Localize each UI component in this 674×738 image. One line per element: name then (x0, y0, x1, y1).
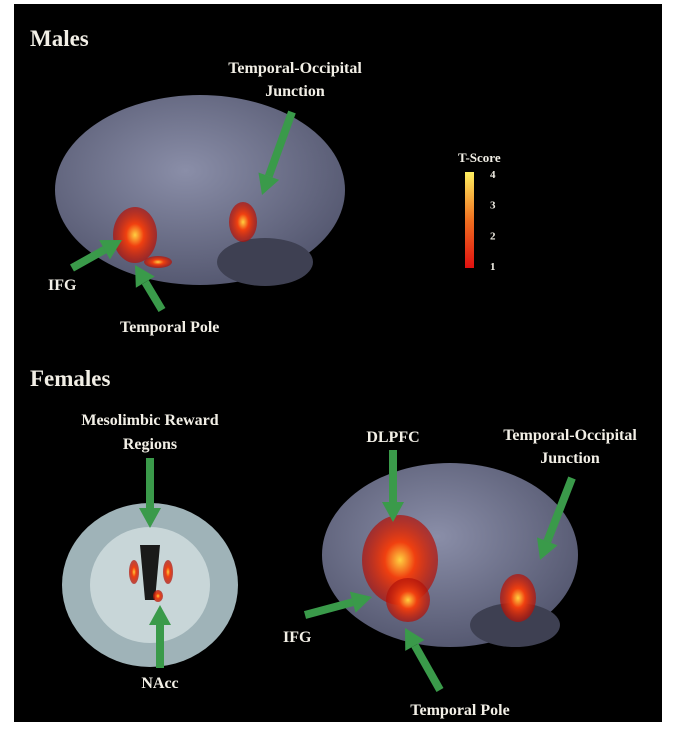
label: Temporal Pole (410, 702, 509, 719)
label: Mesolimbic Reward (81, 412, 218, 429)
colorbar-title: T-Score (458, 150, 501, 165)
figure: Males Temporal-Occipital Junction IFG Te… (0, 0, 674, 738)
colorbar-tick: 2 (490, 230, 496, 242)
colorbar-tick: 1 (490, 261, 496, 273)
label: Junction (540, 450, 600, 467)
label: DLPFC (366, 429, 419, 446)
females-heading: Females (30, 366, 111, 391)
label: IFG (283, 629, 312, 646)
label: Temporal Pole (120, 319, 219, 336)
label: Temporal-Occipital (503, 427, 637, 444)
label: IFG (48, 277, 77, 294)
label: Junction (265, 83, 325, 100)
colorbar (465, 172, 474, 268)
colorbar-tick: 3 (490, 200, 496, 212)
label: NAcc (141, 675, 178, 692)
colorbar-tick: 4 (490, 169, 496, 181)
label: Temporal-Occipital (228, 60, 362, 77)
label: Regions (123, 436, 177, 453)
males-heading: Males (30, 26, 89, 51)
